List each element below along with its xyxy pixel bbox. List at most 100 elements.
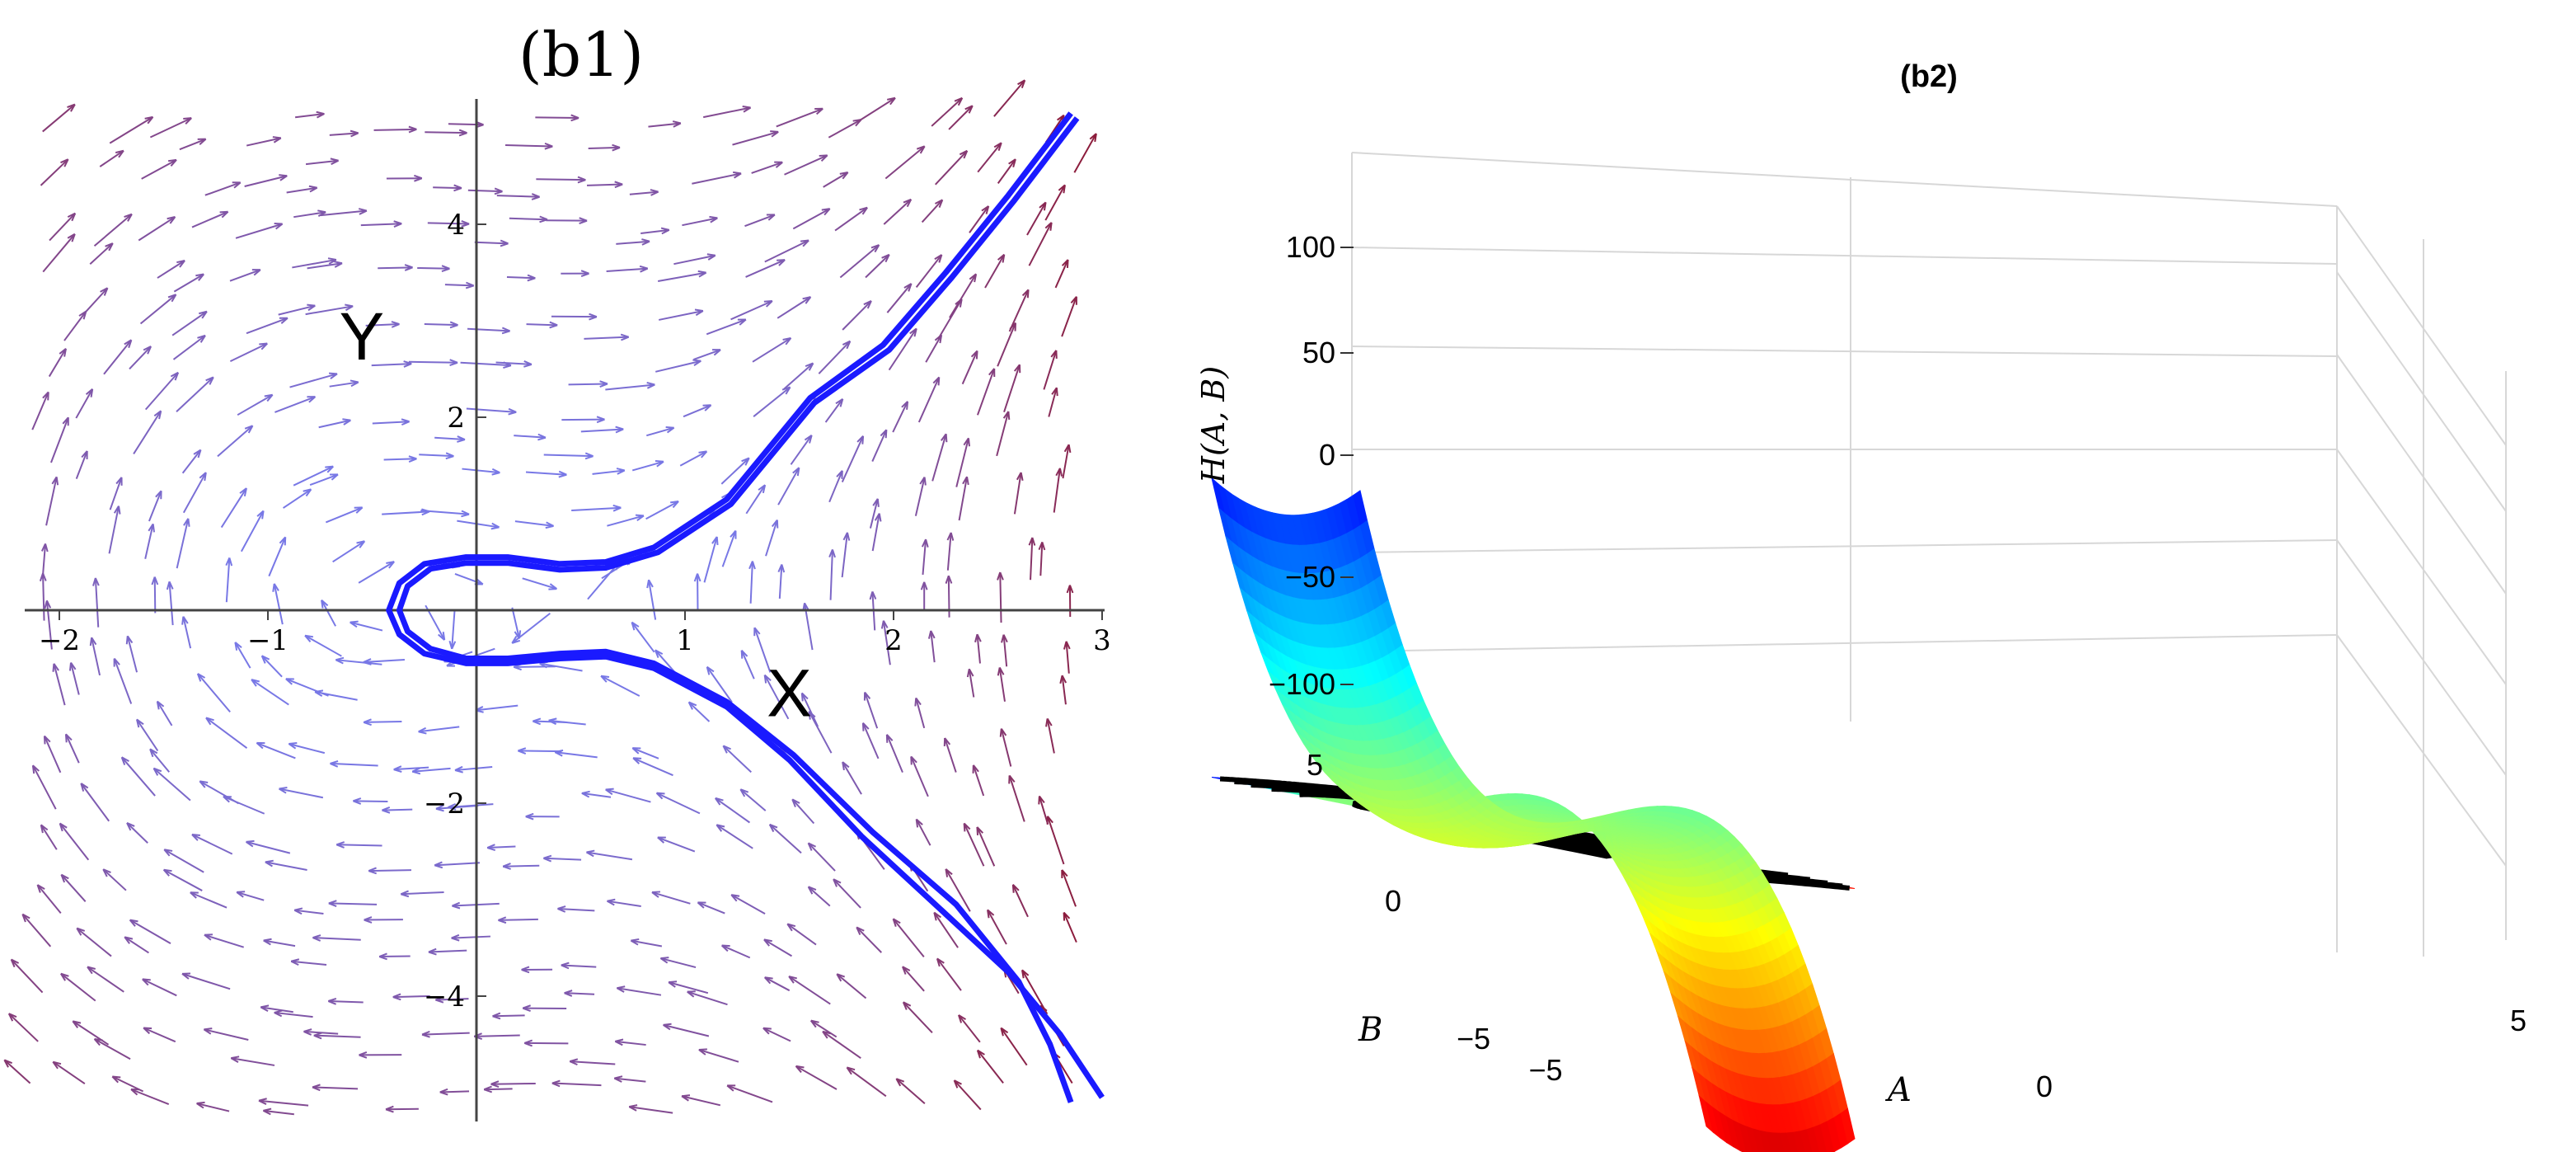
- field-arrow: [721, 529, 737, 567]
- field-arrow: [613, 1075, 646, 1083]
- field-arrow: [714, 797, 751, 824]
- field-arrow: [807, 886, 831, 907]
- field-arrow: [884, 145, 926, 180]
- surface-patch: [1766, 1131, 1779, 1152]
- field-arrow: [616, 985, 662, 996]
- field-arrow: [363, 658, 406, 665]
- curve-branch: [396, 116, 1080, 1103]
- field-arrow: [149, 748, 171, 773]
- field-arrow: [682, 215, 718, 227]
- field-arrow: [546, 217, 588, 224]
- field-arrow: [256, 741, 296, 759]
- field-arrow: [1063, 911, 1077, 943]
- field-arrow: [358, 561, 395, 584]
- field-arrow: [976, 826, 996, 867]
- field-arrow: [163, 849, 204, 873]
- field-arrow: [305, 303, 354, 316]
- field-arrow: [292, 257, 337, 269]
- surface-patch: [1759, 1130, 1772, 1152]
- field-arrow: [293, 907, 324, 915]
- field-arrow: [220, 487, 247, 529]
- field-arrow: [204, 933, 244, 948]
- field-arrow: [260, 655, 283, 678]
- field-arrow: [966, 668, 975, 698]
- field-arrow: [364, 916, 403, 924]
- field-arrow: [949, 273, 978, 318]
- field-arrow: [554, 749, 598, 759]
- field-arrow: [697, 901, 725, 915]
- field-arrow: [151, 576, 159, 614]
- field-arrow: [400, 890, 444, 898]
- field-arrow: [371, 360, 412, 368]
- field-arrow: [190, 891, 228, 909]
- field-arrow: [419, 452, 454, 460]
- surface-patch: [1772, 1132, 1785, 1152]
- field-arrow: [580, 426, 624, 434]
- field-arrow: [335, 841, 382, 849]
- field-arrow: [1063, 641, 1071, 674]
- field-arrow: [953, 1079, 982, 1111]
- field-arrow: [229, 342, 268, 363]
- field-arrow: [915, 818, 931, 846]
- field-arrow: [31, 764, 57, 810]
- field-arrow: [1073, 133, 1097, 173]
- field-arrow: [976, 368, 996, 416]
- field-arrow: [722, 745, 752, 773]
- field-arrow: [886, 283, 913, 313]
- field-arrow: [557, 905, 595, 913]
- field-arrow: [607, 898, 641, 908]
- field-arrow: [693, 349, 721, 360]
- field-arrow: [424, 321, 458, 329]
- field-arrow: [392, 993, 430, 1001]
- field-arrow: [109, 477, 123, 510]
- x-tick-label: −1: [247, 624, 289, 657]
- field-arrow: [523, 1039, 569, 1047]
- field-arrow: [927, 630, 936, 663]
- field-arrow: [659, 957, 697, 969]
- field-arrow: [657, 836, 696, 853]
- field-arrow: [40, 543, 49, 579]
- field-arrow: [204, 181, 242, 196]
- field-arrow: [651, 891, 691, 905]
- field-arrow: [312, 1084, 359, 1092]
- field-arrow: [693, 573, 701, 612]
- field-arrow: [225, 557, 233, 603]
- field-arrow: [548, 717, 586, 726]
- field-arrow: [997, 666, 1006, 702]
- field-arrow: [895, 1078, 926, 1105]
- field-arrow: [466, 407, 517, 416]
- field-arrow: [972, 764, 985, 797]
- field-arrow: [42, 103, 76, 133]
- field-arrow: [196, 673, 231, 713]
- field-arrow: [997, 571, 1004, 623]
- x-tick-label: 2: [884, 624, 903, 657]
- field-arrow: [663, 1023, 710, 1037]
- field-arrow: [129, 919, 171, 945]
- field-arrow: [856, 926, 882, 953]
- field-arrow: [800, 692, 819, 727]
- field-arrow: [378, 952, 411, 961]
- field-arrow: [842, 761, 862, 795]
- field-arrow: [784, 154, 828, 176]
- point-label-x: X: [767, 656, 812, 731]
- field-arrow: [258, 1098, 309, 1107]
- field-arrow: [514, 520, 555, 529]
- field-arrow: [313, 1032, 361, 1040]
- field-arrow: [144, 523, 155, 559]
- field-arrow: [606, 265, 649, 273]
- field-arrow: [448, 611, 457, 650]
- field-arrow: [328, 900, 378, 908]
- field-arrow: [963, 822, 985, 867]
- field-arrow: [839, 244, 880, 279]
- field-arrow: [1000, 1027, 1028, 1066]
- field-arrow: [692, 171, 742, 185]
- field-arrow: [421, 1030, 470, 1038]
- field-arrow: [706, 665, 733, 703]
- panel-b1-vector-field: (b1) −2 −1 1 2 342−2−4 YX: [3, 20, 1111, 1121]
- field-arrow: [605, 788, 651, 803]
- field-arrow: [657, 270, 707, 282]
- field-arrow: [45, 476, 59, 526]
- field-arrow: [521, 966, 553, 974]
- field-arrow: [535, 114, 579, 122]
- field-arrow: [60, 873, 87, 902]
